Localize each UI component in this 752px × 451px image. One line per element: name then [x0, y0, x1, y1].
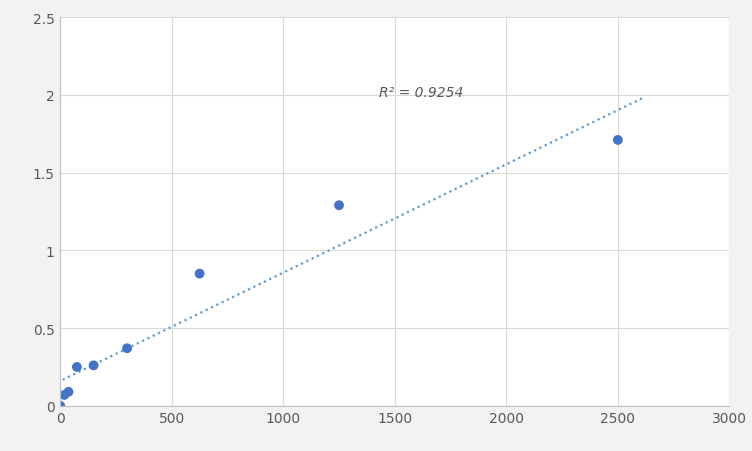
Point — [54, 402, 66, 410]
Point — [193, 271, 205, 278]
Point — [71, 364, 83, 371]
Point — [59, 391, 71, 399]
Point — [612, 137, 624, 144]
Point — [62, 388, 74, 396]
Point — [87, 362, 99, 369]
Point — [333, 202, 345, 209]
Point — [121, 345, 133, 352]
Text: R² = 0.9254: R² = 0.9254 — [379, 86, 463, 100]
